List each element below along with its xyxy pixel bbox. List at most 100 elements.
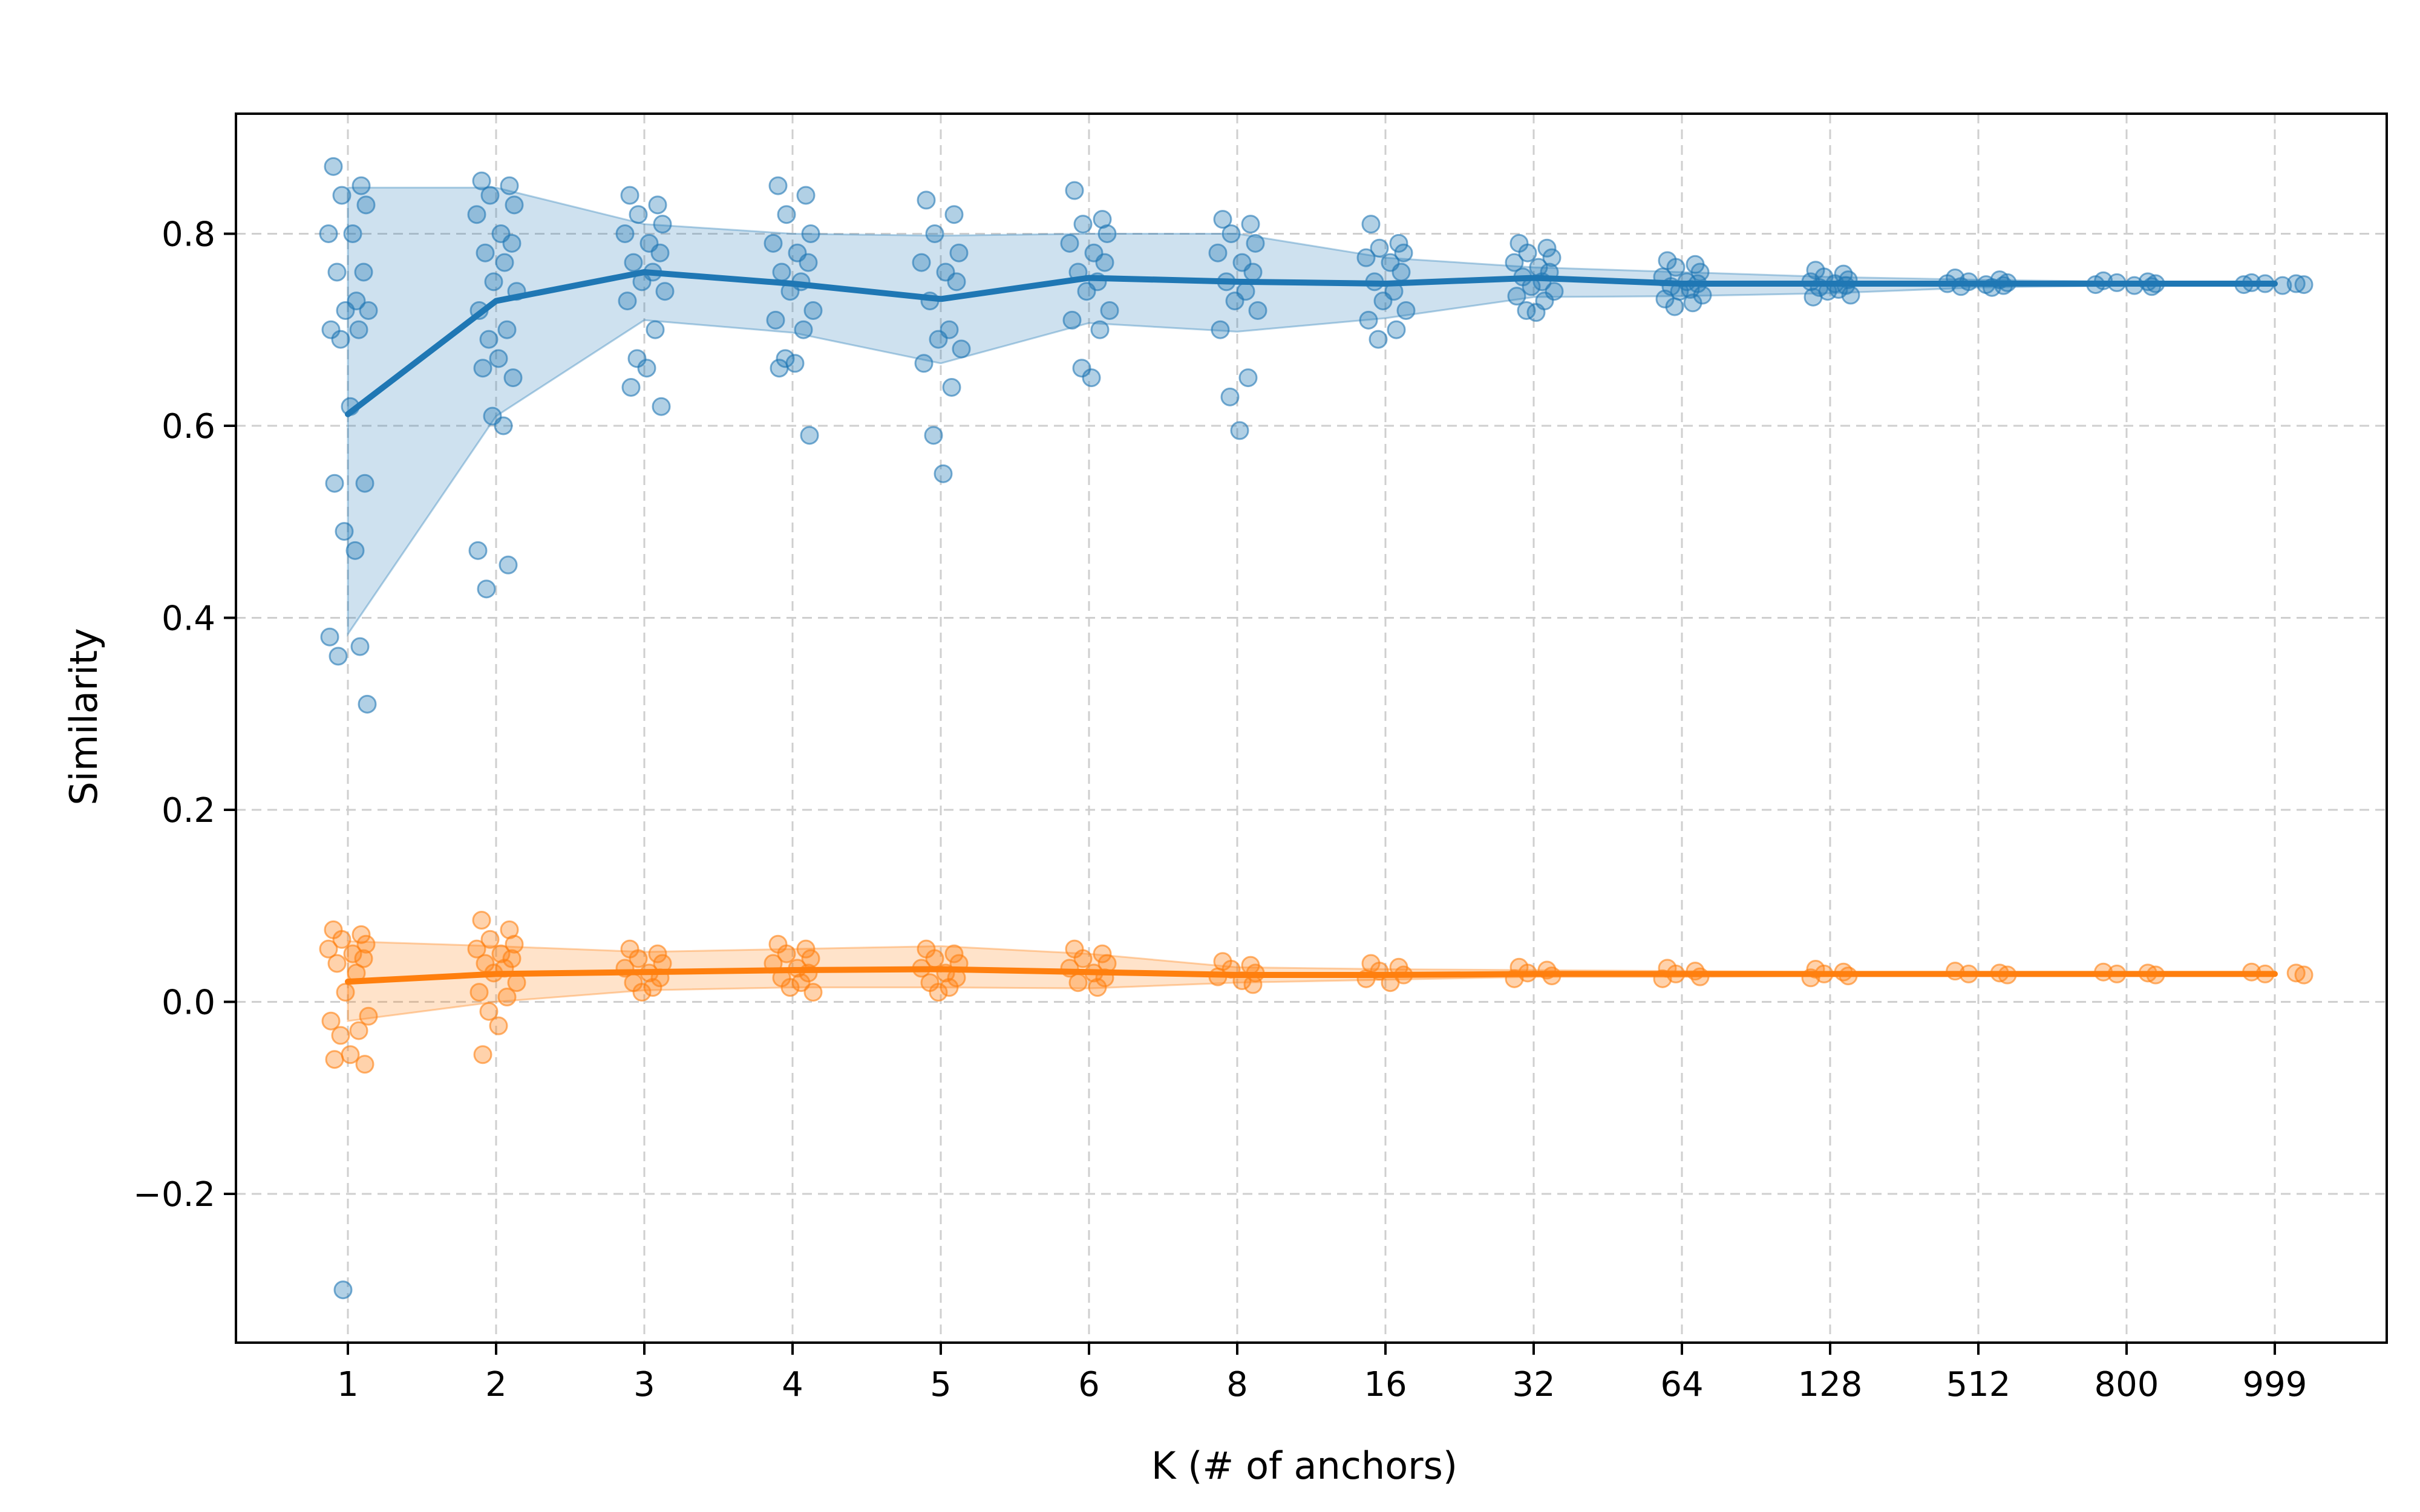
series-blue-point [934,464,953,483]
series-orange-point [356,934,376,954]
series-orange-point [648,944,667,963]
series-orange-point [355,1055,374,1074]
series-orange-point [2294,965,2314,985]
series-orange-point [929,983,948,1002]
series-blue-point [319,224,338,243]
series-blue-point [1542,248,1562,267]
series-blue-point [352,176,371,195]
series-blue-point [325,474,344,493]
series-blue-point [1537,238,1557,258]
series-blue-point [1370,238,1389,258]
series-blue-point [495,253,514,272]
series-orange-point [325,1050,344,1069]
series-blue-point [489,349,508,368]
series-blue-point [1666,258,1686,277]
series-blue-point [499,555,518,575]
series-blue-point [503,368,523,388]
series-blue-point [912,253,931,272]
series-blue-point [949,243,969,262]
series-blue-point [1100,301,1119,320]
series-blue-point [770,359,789,378]
x-tick-label: 6 [1078,1365,1100,1404]
x-tick-label: 1 [337,1365,359,1404]
series-orange-point [1088,978,1107,997]
series-orange-point [497,988,517,1006]
y-tick-label: 0.2 [162,791,215,830]
series-blue-point [1208,243,1228,262]
series-blue-point [329,647,348,666]
series-blue-point [1073,215,1093,234]
series-orange-point [319,939,338,959]
series-blue-point [1841,285,1860,305]
series-blue-point [467,205,486,224]
series-blue-point [1356,248,1376,267]
series-blue-point [621,377,641,397]
series-blue-point [1211,320,1230,339]
series-blue-point [336,301,355,320]
series-blue-point [1683,293,1702,313]
series-blue-point [502,233,522,253]
series-blue-point [497,320,517,339]
series-orange-point [467,939,486,959]
series-orange-point [359,1006,378,1026]
series-blue-point [944,205,964,224]
series-blue-point [324,157,343,176]
series-orange-point [352,925,371,944]
series-blue-point [1392,262,1411,282]
series-blue-point [343,224,362,243]
series-blue-point [1220,387,1240,406]
series-blue-point [925,224,944,243]
series-orange-point [632,983,652,1002]
series-blue-point [356,195,376,215]
series-orange-point [791,973,811,992]
y-tick-label: 0.4 [162,599,215,638]
series-orange-point [777,944,796,963]
series-blue-point [646,320,665,339]
series-blue-point [320,627,339,647]
series-orange-point [336,983,355,1002]
series-blue-point [1221,224,1241,243]
series-blue-point [1225,292,1244,311]
series-blue-point [796,186,816,205]
series-blue-point [917,191,936,210]
series-blue-point [1373,292,1393,311]
plot-frame [235,112,2388,1344]
series-blue-point [794,320,813,339]
series-blue-point [350,637,370,656]
series-blue-point [777,205,796,224]
series-blue-point [1387,320,1406,339]
x-tick-label: 16 [1364,1365,1407,1404]
series-blue-point [1665,297,1684,316]
series-orange-point [331,1026,350,1045]
series-orange-point [343,944,362,963]
x-tick-label: 32 [1512,1365,1555,1404]
confidence-bands [347,186,2276,1022]
series-orange-point [489,1016,508,1035]
series-blue-point [1238,368,1258,388]
series-orange-point [469,983,489,1002]
series-orange-point [354,949,373,968]
y-axis: −0.2 0.0 0.2 0.4 0.6 0.8 [133,215,236,1214]
series-blue-point [803,301,823,320]
series-blue-point [477,579,496,599]
series-blue-point [914,354,934,373]
series-blue-point [615,224,635,243]
series-blue-point [800,426,819,445]
series-orange-point [349,1021,368,1040]
series-blue-point [1062,310,1082,330]
series-orange-point [796,939,816,959]
series-blue-point [484,272,503,292]
series-blue-point [652,397,671,416]
series-orange-point [327,954,347,973]
series-blue-point [1060,233,1079,253]
x-tick-label: 128 [1798,1365,1863,1404]
x-tick-label: 2 [485,1365,507,1404]
series-blue-point [1230,421,1249,440]
x-tick-label: 8 [1226,1365,1248,1404]
series-orange-point [332,930,352,949]
series-blue-point [1396,301,1416,320]
y-tick-label: −0.2 [133,1175,215,1214]
series-blue-point [947,272,966,292]
series-blue-point [929,330,948,349]
x-axis-label: K (# of anchors) [1151,1444,1457,1488]
